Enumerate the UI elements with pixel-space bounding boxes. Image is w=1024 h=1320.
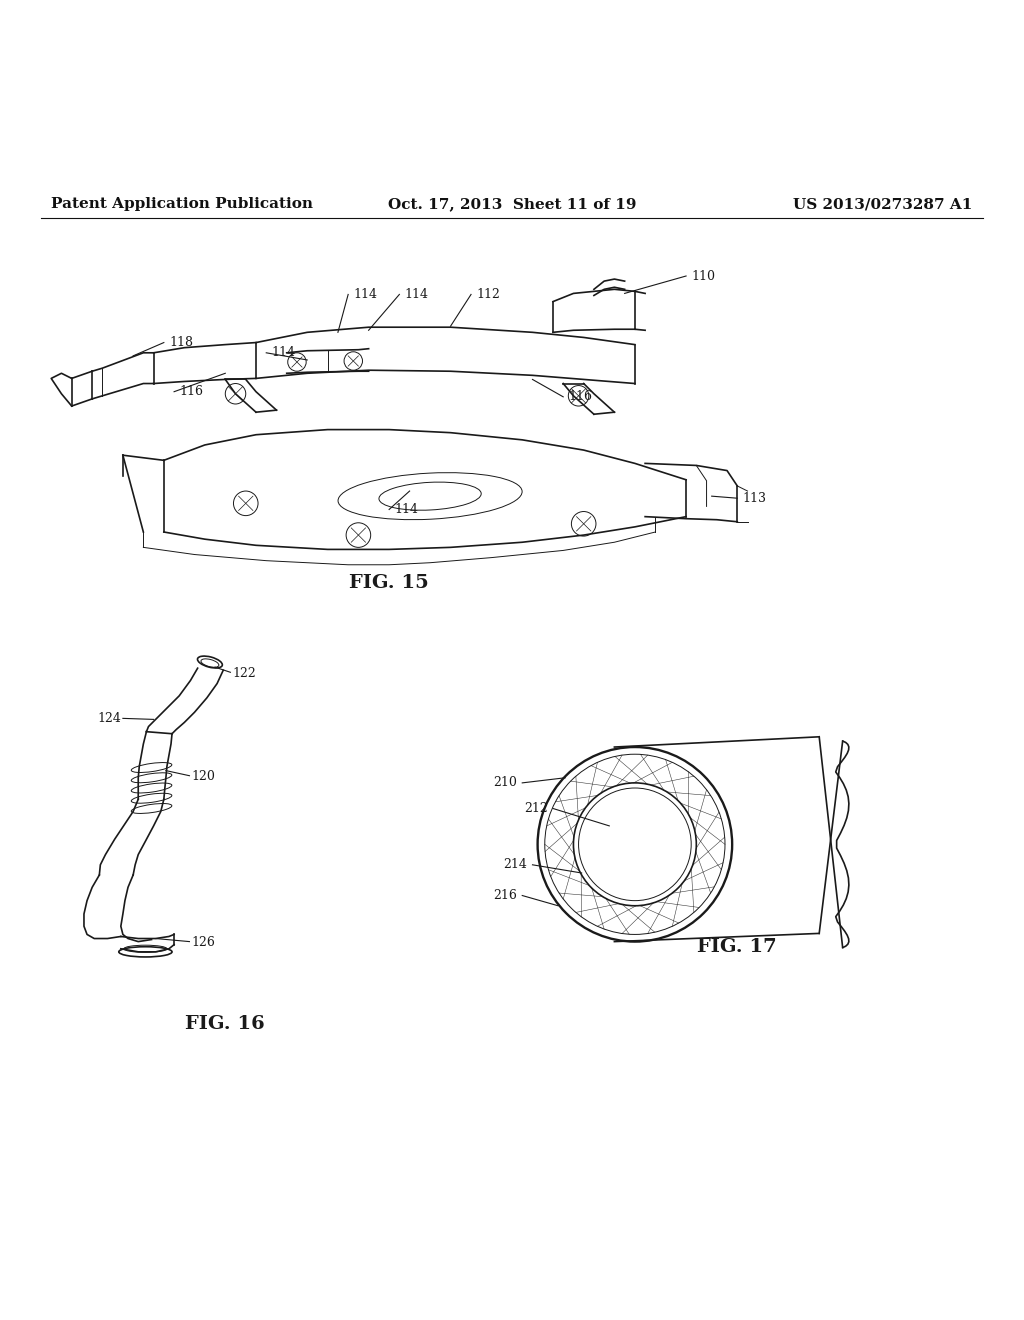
Text: FIG. 15: FIG. 15 [349, 574, 429, 593]
Text: 114: 114 [353, 288, 377, 301]
Text: 124: 124 [97, 711, 121, 725]
Text: 210: 210 [494, 776, 517, 789]
Text: Oct. 17, 2013  Sheet 11 of 19: Oct. 17, 2013 Sheet 11 of 19 [388, 197, 636, 211]
Text: FIG. 16: FIG. 16 [185, 1015, 265, 1032]
Text: 216: 216 [494, 890, 517, 902]
Text: 116: 116 [179, 385, 203, 399]
Text: 113: 113 [742, 492, 766, 504]
Text: 114: 114 [404, 288, 428, 301]
Text: 114: 114 [271, 346, 295, 359]
Text: 118: 118 [169, 337, 193, 348]
Text: 122: 122 [232, 667, 256, 680]
Text: FIG. 17: FIG. 17 [697, 937, 777, 956]
Text: 214: 214 [504, 858, 527, 871]
Text: 116: 116 [568, 391, 592, 404]
Text: US 2013/0273287 A1: US 2013/0273287 A1 [794, 197, 973, 211]
Text: 212: 212 [524, 803, 548, 814]
Text: 126: 126 [191, 936, 215, 949]
Text: 120: 120 [191, 771, 215, 783]
Text: Patent Application Publication: Patent Application Publication [51, 197, 313, 211]
Text: 110: 110 [691, 269, 715, 282]
Text: 114: 114 [394, 503, 418, 516]
Text: 112: 112 [476, 288, 500, 301]
